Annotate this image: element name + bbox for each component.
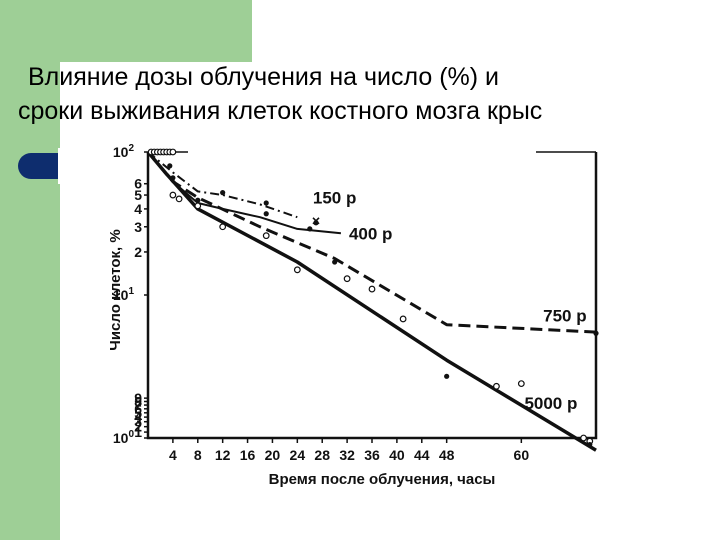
x-tick-label: 12: [215, 447, 231, 463]
series-lines: [146, 150, 597, 452]
y-tick-label: 7: [134, 397, 142, 413]
slide-title-line-2: сроки выживания клеток костного мозга кр…: [18, 97, 543, 125]
y-tick-label: 1: [134, 424, 142, 440]
x-tick-label: 16: [240, 447, 256, 463]
y-tick-label: 3: [134, 414, 142, 430]
open-marker: [399, 315, 407, 323]
open-marker: [262, 232, 270, 240]
x-axis-label: Время после облучения, часы: [269, 471, 496, 488]
x-tick-label: 36: [364, 447, 380, 463]
y-tick-label: 4: [134, 409, 142, 425]
x-tick-label: 40: [389, 447, 405, 463]
open-marker: [169, 148, 177, 156]
series-label-2: 750 р: [543, 306, 586, 325]
y-tick-exponent: 0: [128, 429, 134, 440]
x-tick-label: 48: [439, 447, 455, 463]
filled-marker: [220, 190, 226, 196]
filled-marker: [307, 226, 313, 232]
decor-green-stripe: [0, 0, 60, 540]
x-tick-label: 4: [169, 447, 177, 463]
filled-marker: [593, 330, 599, 336]
filled-marker: [444, 373, 450, 379]
y-tick-base: 10: [113, 430, 129, 446]
series-line-3: [146, 150, 597, 452]
content-area: [60, 62, 720, 540]
y-tick-label: 6: [134, 401, 142, 417]
y-tick-label: 6: [134, 176, 142, 192]
y-tick-label: 102: [113, 143, 135, 160]
filled-marker: [263, 211, 269, 217]
y-tick-exponent: 1: [128, 286, 134, 297]
y-tick-label: 101: [113, 286, 135, 303]
open-marker: [219, 223, 227, 231]
slide-title: Влияние дозы облучения на число (%) и ср…: [18, 60, 708, 128]
y-tick-label: 2: [134, 244, 142, 260]
y-tick-exponent: 2: [128, 143, 134, 154]
filled-marker: [263, 200, 269, 206]
x-tick-label: 60: [514, 447, 530, 463]
open-marker: [169, 191, 177, 199]
x-tick-label: 44: [414, 447, 430, 463]
y-tick-label: 8: [134, 393, 142, 409]
open-marker: [493, 382, 500, 390]
y-tick-label: 5: [134, 187, 142, 203]
open-marker: [343, 275, 351, 283]
filled-marker: [170, 175, 176, 181]
open-marker: [580, 434, 587, 442]
y-tick-label: 9: [134, 390, 142, 406]
y-tick-label: 100: [113, 429, 135, 446]
x-tick-label: 32: [339, 447, 355, 463]
x-tick-label: 8: [194, 447, 202, 463]
open-marker: [175, 195, 183, 203]
y-tick-label: 3: [134, 219, 142, 235]
open-marker: [517, 380, 525, 388]
cross-marker: [312, 217, 320, 225]
series-label-3: 5000 р: [524, 394, 577, 413]
y-tick-label: 4: [134, 201, 142, 217]
series-line-0: [147, 151, 298, 219]
bullet-cover: [58, 148, 104, 184]
open-marker: [293, 266, 301, 274]
data-markers: [147, 148, 599, 448]
y-tick-base: 10: [113, 287, 129, 303]
series-label-0: 150 р: [313, 189, 356, 208]
series-labels: 150 р 400 р 750 р 5000 р: [313, 189, 587, 414]
y-tick-label: 2: [134, 419, 142, 435]
series-label-1: 400 р: [349, 224, 392, 243]
y-tick-base: 10: [113, 144, 129, 160]
filled-marker: [587, 441, 593, 448]
filled-marker: [332, 259, 338, 265]
open-marker: [194, 202, 202, 210]
filled-marker: [167, 163, 173, 169]
open-marker: [368, 285, 376, 293]
slide-title-line-1: Влияние дозы облучения на число (%) и: [28, 63, 499, 91]
x-tick-label: 24: [290, 447, 306, 463]
x-tick-label: 28: [314, 447, 330, 463]
y-tick-label: 5: [134, 405, 142, 421]
x-tick-label: 20: [265, 447, 281, 463]
y-axis-label: Число клеток, %: [107, 229, 124, 350]
filled-marker: [195, 197, 201, 203]
